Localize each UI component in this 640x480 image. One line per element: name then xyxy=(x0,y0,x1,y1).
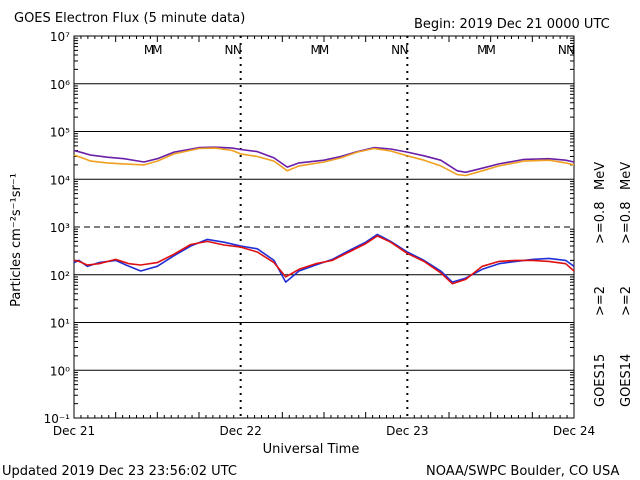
legend-unit-2: MeV xyxy=(619,162,634,190)
y-tick-label: 10⁵ xyxy=(50,126,70,140)
y-tick-label: 10⁰ xyxy=(50,364,70,378)
y-tick-label: 10⁷ xyxy=(50,30,70,44)
series-goes15-08mev xyxy=(73,146,575,174)
x-tick-label: Dec 23 xyxy=(386,424,428,438)
plot-frame xyxy=(73,35,575,419)
legend-goes14-label: GOES14 xyxy=(619,354,634,407)
legend-goes15-08mev: >=0.8 xyxy=(593,202,608,244)
y-axis-label: Particles cm⁻²s⁻¹sr⁻¹ xyxy=(9,173,24,307)
begin-label: Begin: 2019 Dec 21 0000 UTC xyxy=(414,17,610,32)
legend-goes15-label: GOES15 xyxy=(593,354,608,407)
marker-n: N xyxy=(233,43,242,57)
marker-n: N xyxy=(558,43,567,57)
series-goes14-08mev xyxy=(73,147,575,177)
x-tick-label: Dec 21 xyxy=(53,424,95,438)
y-tick-label: 10⁶ xyxy=(50,78,70,92)
chart-title: GOES Electron Flux (5 minute data) xyxy=(14,11,245,26)
y-tick-label: 10¹ xyxy=(50,317,70,331)
marker-m: M xyxy=(477,43,487,57)
marker-m: M xyxy=(152,43,162,57)
y-tick-label: 10⁻¹ xyxy=(44,412,71,426)
x-tick-label: Dec 22 xyxy=(220,424,262,438)
legend-goes15-2mev: >=2 xyxy=(593,286,608,316)
credit-label: NOAA/SWPC Boulder, CO USA xyxy=(426,464,619,479)
marker-m: M xyxy=(485,43,495,57)
marker-n: N xyxy=(391,43,400,57)
series-goes14-2mev xyxy=(73,235,575,285)
y-tick-label: 10² xyxy=(50,269,70,283)
marker-m: M xyxy=(144,43,154,57)
x-axis-label: Universal Time xyxy=(263,442,360,457)
y-tick-label: 10⁴ xyxy=(50,173,70,187)
legend-unit-1: MeV xyxy=(593,162,608,190)
marker-m: M xyxy=(319,43,329,57)
series-goes15-2mev xyxy=(73,233,575,283)
updated-label: Updated 2019 Dec 23 23:56:02 UTC xyxy=(2,464,237,479)
y-tick-label: 10³ xyxy=(50,221,70,235)
marker-m: M xyxy=(310,43,320,57)
legend-goes14-08mev: >=0.8 xyxy=(619,202,634,244)
marker-n: N xyxy=(400,43,409,57)
x-tick-label: Dec 24 xyxy=(553,424,595,438)
plot-area: 10⁻¹ 10⁰ 10¹ 10² 10³ 10⁴ 10⁵ 10⁶ 10⁷ Dec 21 Dec 22… xyxy=(44,30,596,438)
marker-n: N xyxy=(225,43,234,57)
marker-n: N xyxy=(566,43,575,57)
legend: GOES15 GOES14 >=2 >=2 >=0.8 >=0.8 MeV Me… xyxy=(593,162,634,407)
legend-goes14-2mev: >=2 xyxy=(619,286,634,316)
